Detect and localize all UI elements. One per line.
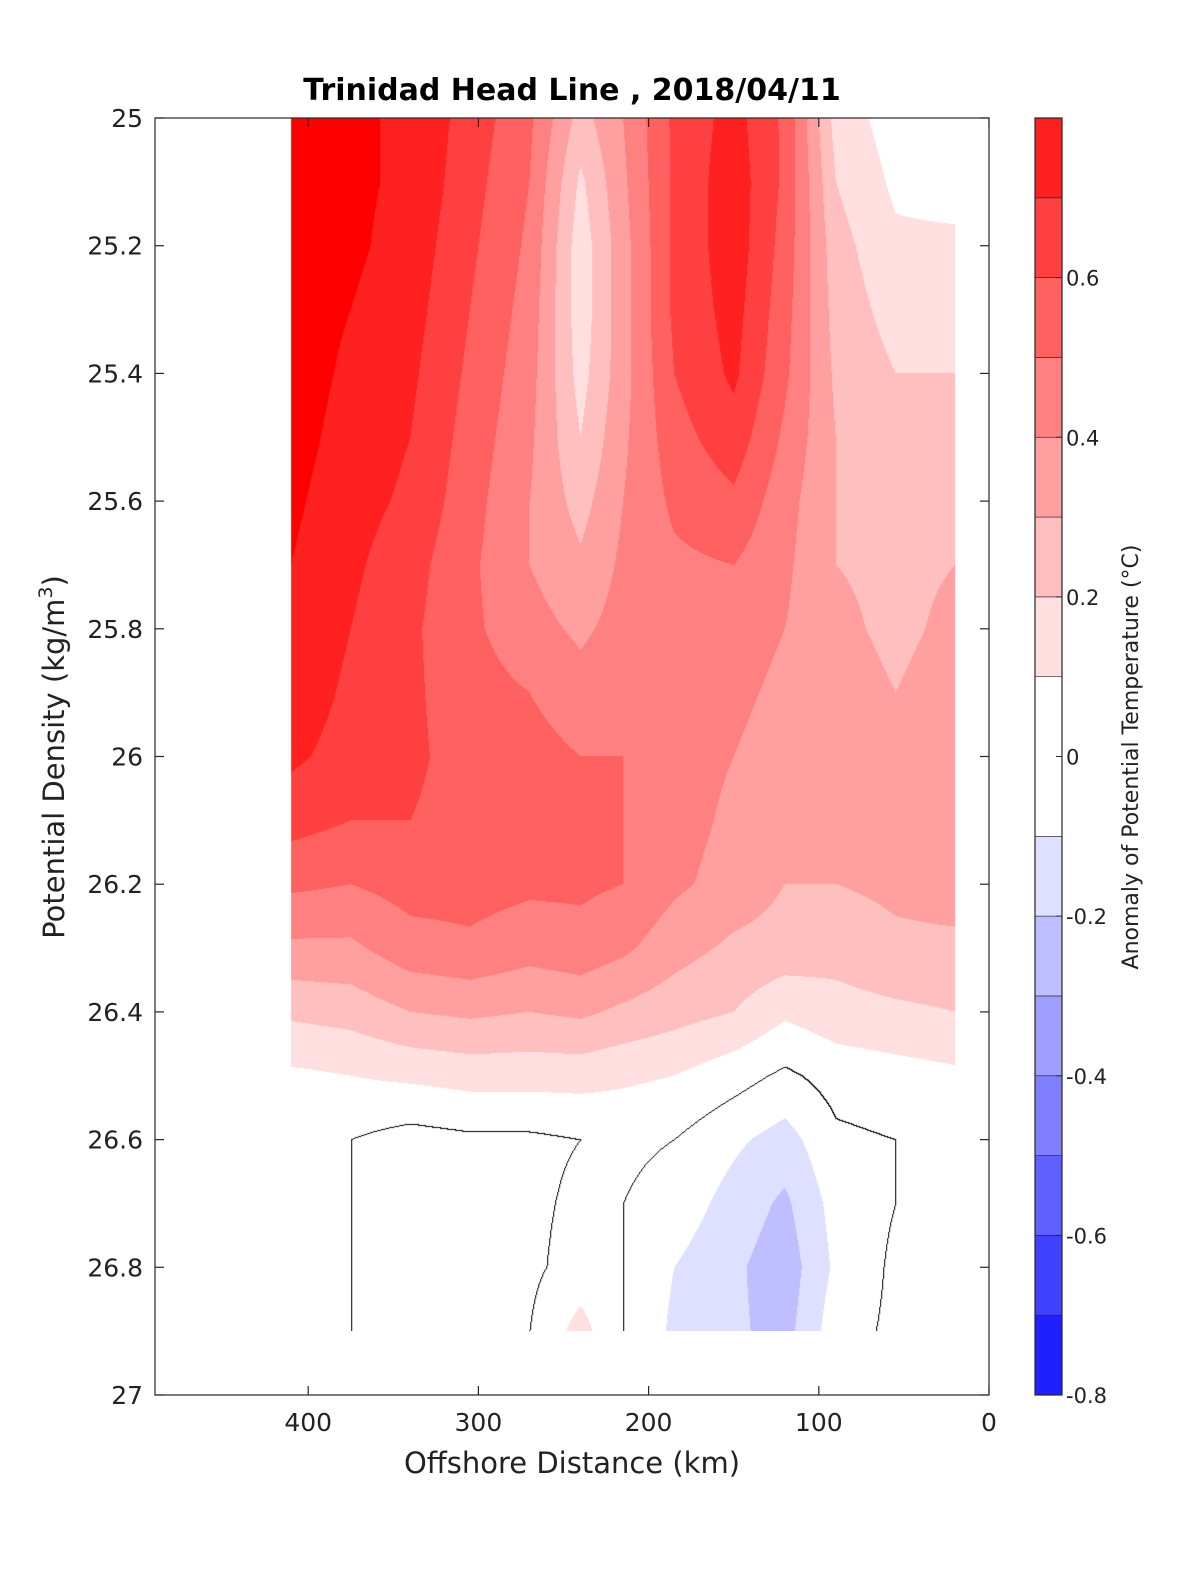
x-axis-ticks: 400 300 200 100 0 — [284, 118, 997, 1437]
colorbar-segment — [1034, 117, 1063, 199]
contour-field-image — [291, 118, 956, 1331]
contour-fills — [291, 118, 956, 1331]
y-axis-label-superscript: 3 — [35, 586, 57, 598]
x-axis-label: Offshore Distance (km) — [404, 1446, 740, 1480]
colorbar-ticks: -0.8 -0.6 -0.4 -0.2 0 0.2 0.4 0.6 — [1056, 267, 1107, 1408]
colorbar-segments — [1034, 117, 1063, 1396]
colorbar-tick-label: 0.4 — [1066, 426, 1099, 450]
colorbar-segment — [1034, 436, 1063, 518]
y-tick-label: 25.4 — [87, 359, 143, 388]
colorbar-segment — [1034, 1235, 1063, 1316]
colorbar-label: Anomaly of Potential Temperature (°C) — [1119, 545, 1144, 970]
colorbar: -0.8 -0.6 -0.4 -0.2 0 0.2 0.4 0.6 Anomaly of Po… — [1034, 117, 1144, 1408]
y-axis-label-end: ) — [37, 575, 71, 586]
plot-area: 400 300 200 100 0 25 25.2 25.4 25.6 25.8 26 26.2 26… — [87, 104, 997, 1437]
y-axis-label-main: Potential Density (kg/m — [37, 599, 71, 939]
colorbar-segment — [1034, 596, 1063, 677]
colorbar-segment — [1034, 197, 1063, 278]
y-tick-label: 26.2 — [87, 870, 143, 899]
colorbar-tick-label: 0 — [1066, 746, 1079, 770]
colorbar-tick-label: -0.4 — [1066, 1065, 1107, 1089]
y-tick-label: 26 — [111, 743, 143, 772]
y-axis-ticks: 25 25.2 25.4 25.6 25.8 26 26.2 26.4 26.6 26.8 27 — [87, 104, 989, 1410]
y-tick-label: 27 — [111, 1381, 143, 1410]
y-tick-label: 26.6 — [87, 1126, 143, 1155]
colorbar-segment — [1034, 1075, 1063, 1156]
y-tick-label: 25.8 — [87, 615, 143, 644]
colorbar-segment — [1034, 516, 1063, 598]
chart-title: Trinidad Head Line , 2018/04/11 — [303, 73, 840, 108]
colorbar-segment — [1034, 995, 1063, 1077]
colorbar-segment — [1034, 1314, 1063, 1396]
y-tick-label: 26.8 — [87, 1253, 143, 1282]
colorbar-segment — [1034, 1155, 1063, 1236]
x-tick-label: 200 — [625, 1408, 673, 1437]
colorbar-tick-label: -0.6 — [1066, 1224, 1107, 1248]
colorbar-segment — [1034, 836, 1063, 917]
x-tick-label: 0 — [981, 1408, 997, 1437]
colorbar-tick-label: -0.8 — [1066, 1384, 1107, 1408]
y-tick-label: 26.4 — [87, 998, 143, 1027]
colorbar-tick-label: -0.2 — [1066, 905, 1107, 929]
x-tick-label: 400 — [284, 1408, 332, 1437]
colorbar-segment — [1034, 277, 1063, 358]
colorbar-tick-label: 0.6 — [1066, 267, 1099, 291]
y-tick-label: 25.2 — [87, 232, 143, 261]
y-tick-label: 25.6 — [87, 487, 143, 516]
colorbar-segment — [1034, 915, 1063, 997]
x-tick-label: 100 — [795, 1408, 843, 1437]
colorbar-tick-label: 0.2 — [1066, 586, 1099, 610]
colorbar-segment — [1034, 357, 1063, 438]
y-tick-label: 25 — [111, 104, 143, 133]
x-tick-label: 300 — [455, 1408, 503, 1437]
y-axis-label: Potential Density (kg/m3) — [35, 575, 71, 939]
